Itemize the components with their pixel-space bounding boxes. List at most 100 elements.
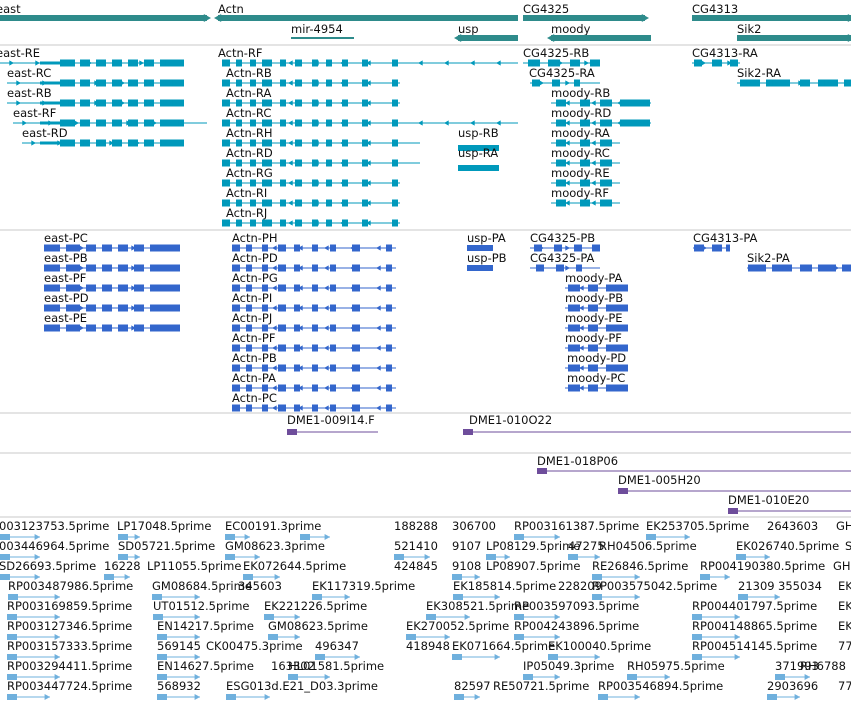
est-feature[interactable]: RP003127346.5prime <box>7 619 132 633</box>
est-feature[interactable]: 77 <box>838 679 851 693</box>
est-alignment[interactable] <box>225 534 250 540</box>
transcript-feature[interactable]: Sik2-RA <box>737 66 851 87</box>
est-feature[interactable]: ESG013d.E21_D03.3prime <box>226 679 378 693</box>
est-alignment[interactable] <box>268 634 300 640</box>
est-feature[interactable]: 21309 <box>738 579 775 593</box>
protein-feature[interactable]: east-PB <box>44 251 180 272</box>
est-alignment[interactable] <box>7 614 60 620</box>
est-feature[interactable]: EK071664.5prime <box>452 639 555 653</box>
est-feature[interactable]: 003446964.5prime <box>0 539 109 553</box>
est-alignment[interactable] <box>548 654 600 660</box>
est-alignment[interactable] <box>243 574 280 580</box>
est-feature[interactable]: EK026740.5prime <box>736 539 839 553</box>
est-feature[interactable]: RH04506.5prime <box>599 539 697 553</box>
est-feature[interactable]: LP08129.5prime <box>486 539 580 553</box>
est-feature[interactable]: GM08684.5prime <box>152 579 252 593</box>
est-feature[interactable]: S <box>845 539 851 553</box>
est-alignment[interactable] <box>514 634 560 640</box>
est-alignment[interactable] <box>592 594 640 600</box>
transcript-feature[interactable]: east-RB <box>7 86 184 107</box>
est-alignment[interactable] <box>406 634 450 640</box>
est-feature[interactable]: 16228 <box>104 559 141 573</box>
est-alignment[interactable] <box>312 594 350 600</box>
protein-feature[interactable]: moody-PE <box>565 311 628 332</box>
est-alignment[interactable] <box>692 614 740 620</box>
est-feature[interactable]: RP003546894.5prime <box>598 679 723 693</box>
clone-feature[interactable]: DME1-009I14.F <box>287 413 378 435</box>
protein-feature[interactable]: east-PF <box>44 271 180 292</box>
transcript-feature[interactable]: CG4313-RA <box>692 46 758 67</box>
transcript-feature[interactable]: usp-RA <box>458 146 499 171</box>
protein-feature[interactable]: east-PD <box>44 291 180 312</box>
est-alignment[interactable] <box>452 654 500 660</box>
est-alignment[interactable] <box>738 594 780 600</box>
protein-feature[interactable]: Actn-PA <box>232 371 396 392</box>
est-feature[interactable]: 418948 <box>406 639 450 653</box>
est-feature[interactable]: 188288 <box>394 519 438 533</box>
est-feature[interactable]: RP003169859.5prime <box>7 599 132 613</box>
protein-feature[interactable]: moody-PF <box>565 331 628 352</box>
est-feature[interactable]: RH05975.5prime <box>627 659 725 673</box>
est-feature[interactable]: 424845 <box>394 559 438 573</box>
clone-feature[interactable]: DME1-018P06 <box>537 454 851 474</box>
est-feature[interactable]: LP17048.5prime <box>117 519 211 533</box>
est-alignment[interactable] <box>627 674 670 680</box>
protein-feature[interactable]: Sik2-PA <box>747 251 851 272</box>
est-feature[interactable]: 9107 <box>452 539 481 553</box>
est-feature[interactable]: EK117319.5prime <box>312 579 415 593</box>
est-feature[interactable]: EN14627.5prime <box>157 659 254 673</box>
transcript-feature[interactable]: CG4325-RB <box>523 46 600 67</box>
protein-feature[interactable]: CG4325-PA <box>530 251 600 272</box>
protein-feature[interactable]: moody-PB <box>565 291 628 312</box>
est-feature[interactable]: RP004243896.5prime <box>514 619 639 633</box>
protein-feature[interactable]: Actn-PG <box>232 271 396 292</box>
est-alignment[interactable] <box>157 634 200 640</box>
est-feature[interactable]: EK253705.5prime <box>646 519 749 533</box>
est-feature[interactable]: RP004514145.5prime <box>692 639 817 653</box>
gene-feature[interactable]: usp <box>454 22 518 42</box>
protein-feature[interactable]: moody-PC <box>565 371 628 392</box>
transcript-feature[interactable]: Actn-RC <box>222 106 518 127</box>
est-feature[interactable]: 521410 <box>394 539 438 553</box>
gene-feature[interactable]: Sik2 <box>737 22 851 42</box>
transcript-feature[interactable]: CG4325-RA <box>529 66 600 87</box>
est-feature[interactable]: EK <box>838 599 851 613</box>
est-alignment[interactable] <box>0 554 40 560</box>
est-feature[interactable]: EK185814.5prime <box>453 579 556 593</box>
protein-feature[interactable]: Actn-PB <box>232 351 396 372</box>
est-feature[interactable]: EK221226.5prime <box>264 599 367 613</box>
transcript-feature[interactable]: east-RC <box>7 66 184 87</box>
transcript-feature[interactable]: Actn-RA <box>222 86 400 107</box>
protein-feature[interactable]: Actn-PI <box>232 291 396 312</box>
est-alignment[interactable] <box>394 554 430 560</box>
gene-feature[interactable]: CG4325 <box>523 2 649 22</box>
est-alignment[interactable] <box>7 694 50 700</box>
est-alignment[interactable] <box>7 654 60 660</box>
est-alignment[interactable] <box>486 554 510 560</box>
est-feature[interactable]: EK100040.5prime <box>548 639 651 653</box>
est-alignment[interactable] <box>592 574 640 580</box>
est-alignment[interactable] <box>152 594 200 600</box>
est-feature[interactable]: IP05049.3prime <box>523 659 614 673</box>
transcript-feature[interactable]: Actn-RG <box>222 166 400 187</box>
est-feature[interactable]: EN14217.5prime <box>157 619 254 633</box>
est-alignment[interactable] <box>226 694 270 700</box>
transcript-feature[interactable]: east-RE <box>0 46 184 67</box>
est-feature[interactable]: RP003597093.5prime <box>514 599 639 613</box>
est-alignment[interactable] <box>264 614 300 620</box>
est-alignment[interactable] <box>104 574 130 580</box>
est-alignment[interactable] <box>692 634 740 640</box>
est-feature[interactable]: RH6788 <box>800 659 846 673</box>
est-alignment[interactable] <box>736 554 770 560</box>
clone-feature[interactable]: DME1-010O22 <box>463 413 851 435</box>
gene-feature[interactable]: mir-4954 <box>291 22 354 39</box>
est-feature[interactable]: 47275 <box>568 539 605 553</box>
est-feature[interactable]: 82597 <box>454 679 491 693</box>
transcript-feature[interactable]: Actn-RH <box>222 126 420 147</box>
est-feature[interactable]: 2643603 <box>767 519 818 533</box>
est-feature[interactable]: SD26693.5prime <box>0 559 96 573</box>
est-feature[interactable]: EK <box>838 619 851 633</box>
est-alignment[interactable] <box>514 614 560 620</box>
est-alignment[interactable] <box>153 614 200 620</box>
est-feature[interactable]: RP003294411.5prime <box>7 659 132 673</box>
